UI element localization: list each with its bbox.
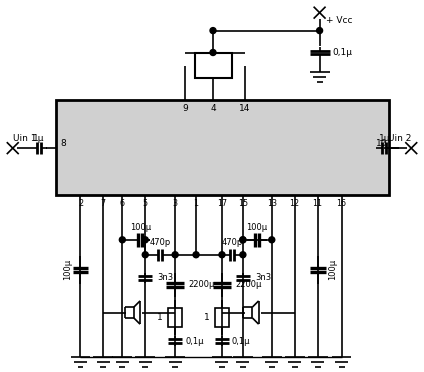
Text: 0,1µ: 0,1µ: [232, 337, 251, 346]
Text: 100µ: 100µ: [246, 223, 268, 232]
Text: 1: 1: [194, 199, 198, 208]
Text: 1µ: 1µ: [33, 134, 45, 143]
Circle shape: [142, 237, 148, 243]
Text: 1µ: 1µ: [379, 134, 390, 143]
Text: 5: 5: [143, 199, 148, 208]
Text: 100µ: 100µ: [328, 259, 337, 280]
Circle shape: [240, 237, 246, 243]
Bar: [195, 52, 232, 78]
Text: 470p: 470p: [150, 238, 171, 247]
Text: 6: 6: [120, 199, 125, 208]
Text: 100µ: 100µ: [63, 259, 72, 280]
Circle shape: [119, 237, 126, 243]
Text: 17: 17: [217, 199, 227, 208]
Circle shape: [142, 252, 148, 258]
Circle shape: [240, 237, 246, 243]
Text: 1: 1: [157, 313, 163, 322]
Text: 14: 14: [239, 104, 251, 113]
Circle shape: [269, 237, 275, 243]
Text: 2: 2: [78, 199, 83, 208]
Bar: [56, 100, 389, 195]
Text: 0,1µ: 0,1µ: [185, 337, 204, 346]
Text: 1: 1: [204, 313, 210, 322]
Circle shape: [240, 252, 246, 258]
Text: Uin 1: Uin 1: [13, 134, 36, 143]
Text: 4: 4: [210, 104, 216, 113]
Text: 11: 11: [312, 199, 323, 208]
Circle shape: [317, 28, 323, 33]
Circle shape: [193, 252, 199, 258]
Bar: [215, 308, 229, 327]
Text: 15: 15: [238, 199, 248, 208]
Text: 2200µ: 2200µ: [235, 280, 261, 289]
Text: 10: 10: [376, 139, 387, 148]
Text: + Vcc: + Vcc: [326, 16, 352, 25]
Text: 16: 16: [337, 199, 346, 208]
Circle shape: [210, 49, 216, 55]
Text: 100µ: 100µ: [130, 223, 151, 232]
Circle shape: [219, 252, 225, 258]
Text: 12: 12: [290, 199, 300, 208]
Text: 3: 3: [173, 199, 178, 208]
Circle shape: [172, 252, 178, 258]
Text: 3n3: 3n3: [157, 273, 173, 282]
Bar: [168, 308, 182, 327]
Text: 9: 9: [182, 104, 188, 113]
Text: 2200µ: 2200µ: [188, 280, 215, 289]
Text: 470p: 470p: [221, 238, 243, 247]
Text: Uin 2: Uin 2: [388, 134, 411, 143]
Text: 3n3: 3n3: [255, 273, 271, 282]
Circle shape: [210, 28, 216, 33]
Text: 0,1µ: 0,1µ: [332, 48, 352, 57]
Text: 13: 13: [267, 199, 277, 208]
Text: 7: 7: [101, 199, 106, 208]
Text: 8: 8: [61, 139, 67, 148]
